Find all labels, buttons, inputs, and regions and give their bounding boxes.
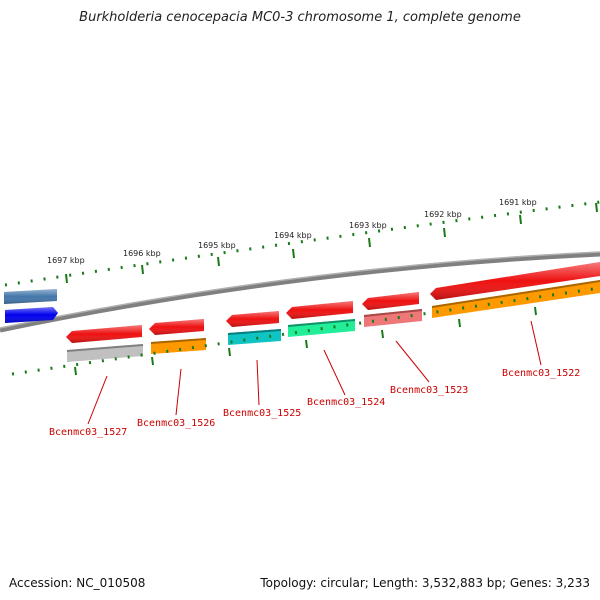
gene-feature-cyan[interactable] [228, 329, 281, 345]
kbp-label: 1692 kbp [424, 210, 462, 219]
inner-scale-ring [11, 286, 600, 376]
major-tick [368, 237, 371, 248]
kbp-label: 1696 kbp [123, 249, 161, 258]
major-tick [141, 264, 144, 275]
major-tick [65, 273, 68, 284]
kbp-label: 1693 kbp [349, 221, 387, 230]
major-tick [151, 356, 154, 366]
page-title: Burkholderia cenocepacia MC0-3 chromosom… [79, 10, 521, 25]
gene-labels: Bcenmc03_1527 Bcenmc03_1526 Bcenmc03_152… [49, 368, 580, 438]
major-tick [381, 329, 384, 339]
gene-label[interactable]: Bcenmc03_1522 [502, 368, 580, 379]
major-tick [595, 202, 598, 213]
gene-feature-orange-1522[interactable] [432, 280, 600, 318]
cds-1524[interactable] [286, 301, 353, 319]
major-tick [292, 248, 295, 259]
topology-text: Topology: circular; Length: 3,532,883 bp… [260, 576, 590, 590]
cds-1523[interactable] [362, 292, 419, 310]
accession-text: Accession: NC_010508 [9, 576, 146, 590]
cds-1526[interactable] [149, 319, 204, 335]
major-tick [519, 214, 522, 225]
cds-1522[interactable] [430, 262, 600, 300]
outer-scale-ring [4, 200, 600, 287]
kbp-label: 1697 kbp [47, 256, 85, 265]
gene-feature-orange-1526[interactable] [151, 338, 206, 354]
gene-label[interactable]: Bcenmc03_1524 [307, 397, 385, 408]
gene-feature-blue[interactable] [5, 307, 58, 323]
gene-label[interactable]: Bcenmc03_1527 [49, 427, 127, 438]
gene-feature-steelblue[interactable] [4, 289, 57, 304]
major-tick [74, 366, 77, 376]
kbp-label: 1691 kbp [499, 198, 537, 207]
genome-backbone [0, 251, 600, 333]
scale-labels: 1697 kbp 1696 kbp 1695 kbp 1694 kbp 1693… [47, 198, 537, 265]
leader-lines [87, 320, 542, 425]
kbp-label: 1695 kbp [198, 241, 236, 250]
cds-1525[interactable] [226, 311, 279, 327]
cds-1527[interactable] [66, 325, 142, 343]
major-tick [458, 318, 461, 328]
kbp-label: 1694 kbp [274, 231, 312, 240]
major-tick [443, 227, 446, 238]
major-tick [217, 256, 220, 267]
gene-feature-pink[interactable] [364, 309, 422, 327]
gene-label[interactable]: Bcenmc03_1525 [223, 408, 301, 419]
major-tick [534, 306, 537, 316]
major-tick [305, 339, 308, 349]
gene-feature-gray[interactable] [67, 344, 143, 362]
major-tick [228, 347, 231, 357]
gene-label[interactable]: Bcenmc03_1523 [390, 385, 468, 396]
gene-label[interactable]: Bcenmc03_1526 [137, 418, 215, 429]
